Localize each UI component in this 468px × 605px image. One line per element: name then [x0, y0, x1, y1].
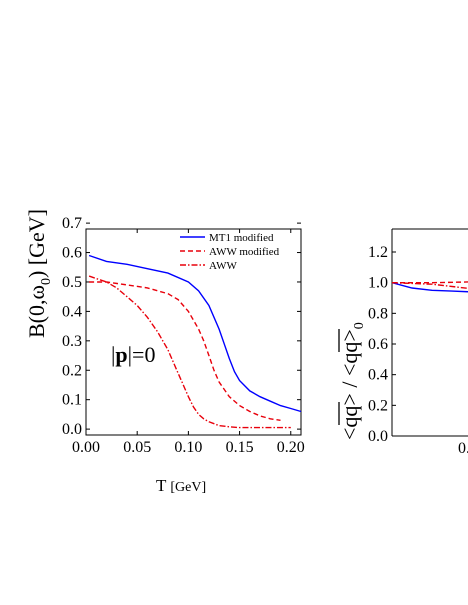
x-tick-label: 0.00	[72, 439, 100, 456]
y-tick-label: 0.1	[62, 392, 82, 409]
legend-label-aww: AWW	[209, 260, 237, 272]
y-tick-label: 1.0	[368, 275, 388, 292]
y-tick-label: 0.3	[62, 333, 82, 350]
left-chart: 0.0 0.1 0.2 0.3 0.4 0.5 0.6 0.7 0.00 0.05 0.10 0.1…	[24, 209, 305, 495]
legend-label-mt1: MT1 modified	[209, 232, 274, 244]
y-tick-label: 0.2	[368, 397, 388, 414]
x-tick-label: 0.15	[226, 439, 254, 456]
x-tick-label: 0.05	[458, 440, 468, 457]
y-tick-label: 0.7	[62, 215, 82, 232]
left-plot-frame	[85, 228, 302, 436]
left-y-ticks: 0.0 0.1 0.2 0.3 0.4 0.5 0.6 0.7	[62, 215, 301, 438]
left-y-axis-label: B(0,ω0) [GeV]	[24, 209, 54, 338]
left-legend: MT1 modified AWW modified AWW	[180, 232, 280, 272]
y-tick-label: 0.4	[62, 303, 82, 320]
series-line-2	[88, 275, 291, 429]
y-tick-label: 0.6	[62, 245, 82, 262]
x-tick-label: 0.20	[277, 439, 305, 456]
svg-text:<qq> / <qq>0: <qq> / <qq>0	[337, 322, 367, 440]
right-series-group	[392, 281, 468, 293]
y-tick-label: 0.0	[62, 421, 82, 438]
left-x-axis-label: T [GeV]	[156, 476, 206, 495]
y-tick-label: 0.8	[368, 305, 388, 322]
right-x-ticks: 0.05	[458, 440, 468, 457]
right-chart: 0.0 0.2 0.4 0.6 0.8 1.0 1.2 0.05 <qq> / <qq>0	[337, 228, 468, 457]
left-series-group	[88, 254, 302, 429]
x-tick-label: 0.10	[174, 439, 202, 456]
series-line-1	[392, 281, 468, 284]
momentum-annotation: |p|=0	[111, 342, 155, 367]
series-line-2	[392, 282, 468, 290]
y-tick-label: 0.4	[368, 367, 388, 384]
left-x-ticks: 0.00 0.05 0.10 0.15 0.20	[72, 229, 305, 456]
series-line-1	[89, 281, 281, 421]
y-tick-label: 1.2	[368, 244, 388, 261]
right-y-ticks: 0.0 0.2 0.4 0.6 0.8 1.0 1.2	[368, 244, 396, 445]
right-y-axis-label: <qq> / <qq>0	[337, 322, 367, 440]
y-tick-label: 0.5	[62, 274, 82, 291]
legend-label-aww-modified: AWW modified	[209, 246, 280, 258]
series-line-0	[392, 282, 468, 293]
y-tick-label: 0.6	[368, 336, 388, 353]
y-tick-label: 0.0	[368, 428, 388, 445]
x-tick-label: 0.05	[123, 439, 151, 456]
series-line-0	[88, 254, 302, 413]
y-tick-label: 0.2	[62, 362, 82, 379]
